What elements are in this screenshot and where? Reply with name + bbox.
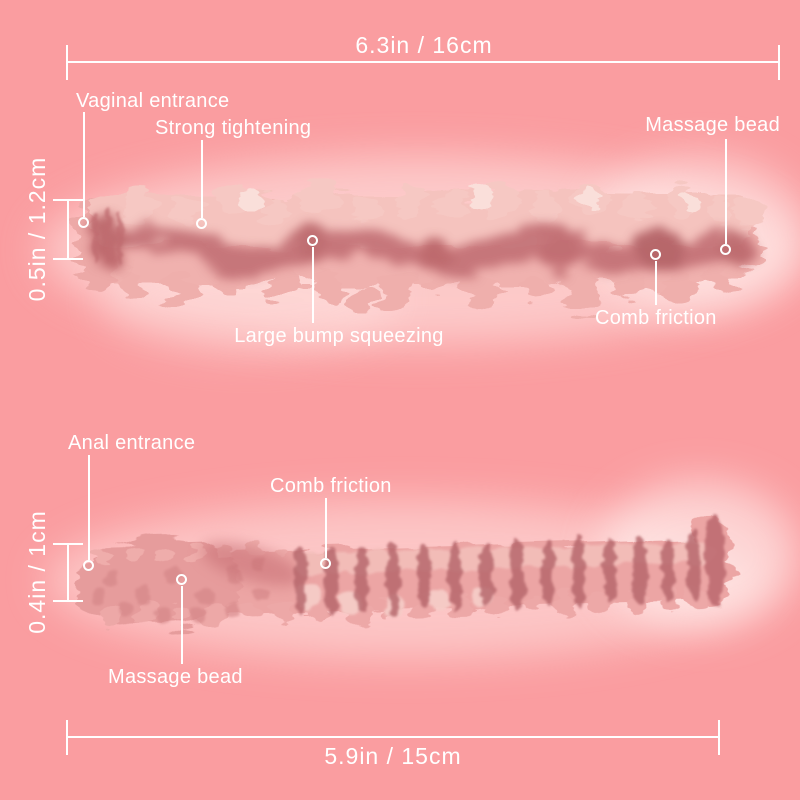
leader-anal-entrance — [88, 455, 90, 560]
dimension-left-2-label: 0.4in / 1cm — [24, 510, 50, 634]
label-anal-entrance: Anal entrance — [68, 432, 196, 454]
dimension-left-1-line — [67, 200, 69, 260]
dimension-bottom-tick-right — [718, 720, 720, 755]
dimension-left-2-tick-bottom — [53, 600, 83, 602]
vaginal-channel-texture-illustration — [73, 179, 765, 315]
leader-strong-tightening — [201, 140, 203, 218]
label-massage-bead-1: Massage bead — [645, 114, 780, 136]
label-comb-friction-1: Comb friction — [595, 307, 717, 329]
dimension-bottom-label: 5.9in / 15cm — [324, 743, 462, 769]
pointer-dot-strong-tightening — [196, 218, 207, 229]
pointer-dot-large-bump-squeezing — [307, 235, 318, 246]
pointer-dot-massage-bead-1 — [720, 244, 731, 255]
label-vaginal-entrance: Vaginal entrance — [76, 90, 230, 112]
entrance-ribs — [92, 207, 124, 265]
dimension-left-2-tick-top — [53, 543, 83, 545]
label-strong-tightening: Strong tightening — [155, 117, 312, 139]
dimension-bottom-tick-left — [66, 720, 68, 755]
dimension-top-line — [67, 61, 780, 63]
dimension-left-1-tick-top — [53, 199, 83, 201]
pointer-dot-comb-friction-2 — [320, 558, 331, 569]
pointer-dot-vaginal-entrance — [78, 217, 89, 228]
dimension-left-1-tick-bottom — [53, 258, 83, 260]
pointer-dot-comb-friction-1 — [650, 249, 661, 260]
leader-large-bump-squeezing — [312, 247, 314, 323]
dimension-top-tick-right — [778, 45, 780, 80]
label-comb-friction-2: Comb friction — [270, 475, 392, 497]
dimension-top-label: 6.3in / 16cm — [355, 32, 493, 58]
pointer-dot-massage-bead-2 — [176, 574, 187, 585]
label-massage-bead-2: Massage bead — [108, 666, 243, 688]
leader-comb-friction-1 — [655, 261, 657, 305]
dimension-left-2-line — [67, 544, 69, 602]
dimension-bottom-line — [67, 736, 720, 738]
comb-ribs — [292, 515, 726, 616]
dimension-left-1-label: 0.5in / 1.2cm — [24, 156, 50, 302]
leader-comb-friction-2 — [325, 498, 327, 558]
leader-vaginal-entrance — [83, 112, 85, 217]
anal-channel-texture-illustration — [78, 515, 732, 629]
leader-massage-bead-1 — [725, 139, 727, 244]
label-large-bump-squeezing: Large bump squeezing — [234, 325, 444, 347]
leader-massage-bead-2 — [181, 586, 183, 664]
dimension-top-tick-left — [66, 45, 68, 80]
pointer-dot-anal-entrance — [83, 560, 94, 571]
